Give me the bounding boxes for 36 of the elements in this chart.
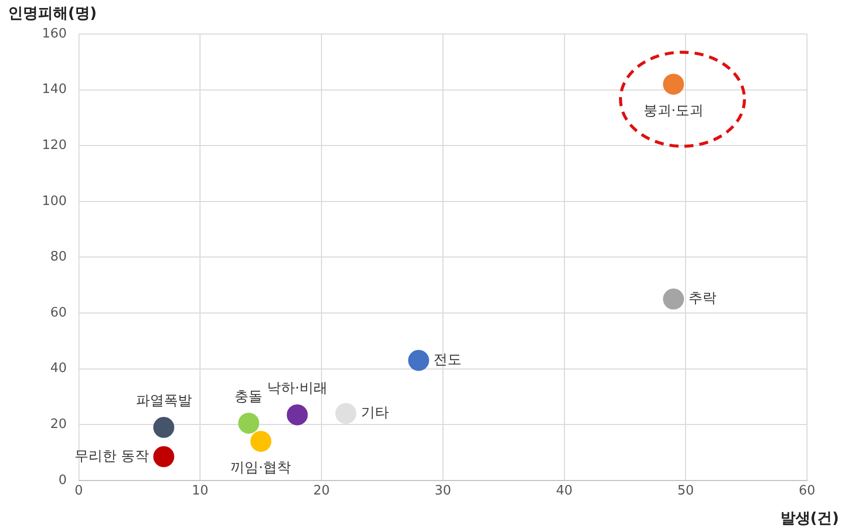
y-axis-title: 인명피해(명) — [8, 4, 97, 23]
y-tick-label: 100 — [42, 194, 67, 209]
y-tick-label: 20 — [50, 416, 67, 432]
x-tick-label: 10 — [192, 484, 208, 499]
point — [250, 430, 272, 452]
x-tick-label: 0 — [74, 484, 83, 499]
x-tick-label: 30 — [434, 484, 452, 499]
x-tick-label: 20 — [313, 484, 330, 499]
y-tick-label: 160 — [42, 26, 67, 42]
series-label: 무리한 동작 — [74, 448, 149, 464]
x-tick-label: 50 — [677, 484, 694, 499]
x-axis-title: 발생(건) — [780, 509, 839, 528]
series-label: 추락 — [688, 290, 716, 307]
x-tick-label: 40 — [556, 484, 573, 499]
series-label: 기타 — [360, 405, 389, 422]
y-tick-label: 60 — [50, 305, 67, 320]
series-label: 끼임·협착 — [230, 460, 292, 476]
point — [335, 402, 356, 424]
point — [663, 288, 684, 310]
y-tick-label: 140 — [42, 82, 67, 98]
series-label: 붕괴·도괴 — [643, 102, 704, 119]
point — [238, 412, 260, 434]
point — [153, 416, 174, 438]
y-tick-label: 40 — [50, 361, 67, 376]
y-tick-label: 0 — [58, 472, 67, 488]
point — [663, 74, 684, 95]
point — [153, 446, 174, 468]
series-label: 충돌 — [234, 388, 263, 405]
series-label: 전도 — [434, 352, 462, 368]
y-tick-label: 80 — [50, 250, 67, 265]
x-tick-label: 60 — [798, 484, 816, 499]
point — [286, 404, 308, 426]
y-tick-label: 120 — [42, 138, 67, 153]
series-label: 파열폭발 — [136, 393, 192, 410]
series-label: 낙하·비래 — [267, 380, 328, 396]
point — [408, 350, 430, 371]
